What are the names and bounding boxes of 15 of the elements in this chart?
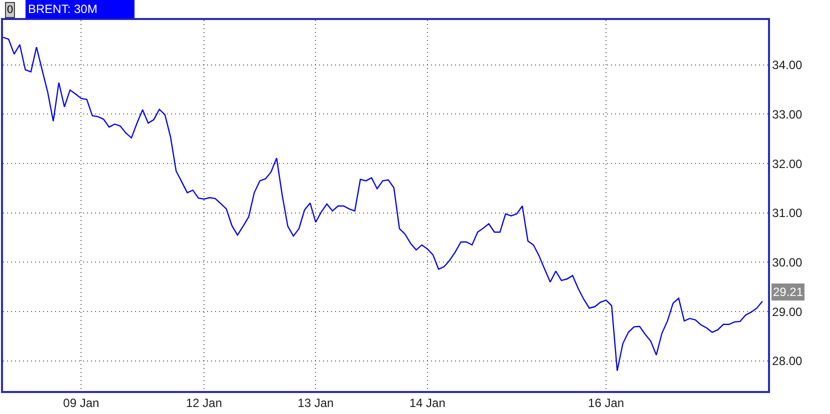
y-tick-label: 31.00	[772, 206, 803, 220]
x-tick-label: 13 Jan	[298, 396, 334, 410]
x-tick-label: 14 Jan	[409, 396, 446, 410]
y-tick-label: 30.00	[772, 255, 803, 270]
y-tick-label: 33.00	[772, 107, 803, 122]
y-tick-label: 32.00	[772, 156, 803, 171]
y-tick-label: 29.00	[772, 304, 803, 319]
text: 29.21	[773, 285, 804, 299]
y-tick-label: 28.00	[772, 354, 803, 368]
text: 0	[7, 4, 14, 16]
x-tick-label: 09 Jan	[63, 396, 100, 410]
chart-title: BRENT: 30M	[28, 2, 98, 16]
y-tick-label: 34.00	[772, 58, 803, 72]
x-tick-label: 12 Jan	[186, 396, 222, 410]
x-tick-label: 16 Jan	[588, 396, 624, 410]
